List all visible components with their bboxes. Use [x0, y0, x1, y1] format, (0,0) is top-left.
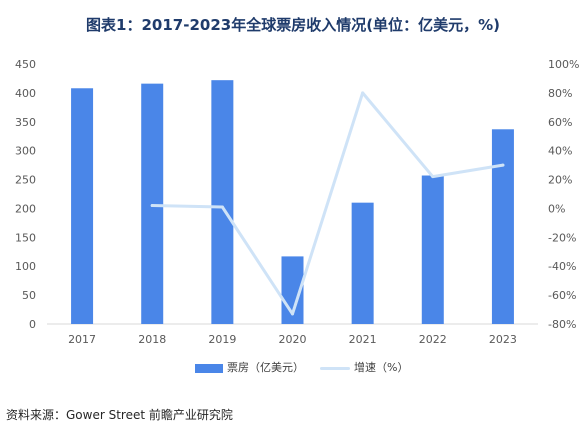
growth-point — [291, 312, 294, 316]
chart-title: 图表1：2017-2023年全球票房收入情况(单位：亿美元，%) — [86, 16, 500, 34]
y-right-tick-label: 80% — [548, 87, 572, 100]
bar — [141, 83, 164, 325]
legend-item-growth: 增速（%） — [320, 359, 408, 375]
legend-label-box-office: 票房（亿美元） — [227, 361, 304, 374]
bar — [491, 129, 514, 324]
y-left-tick-label: 250 — [15, 174, 36, 187]
y-left-tick-label: 400 — [15, 87, 36, 100]
y-right-tick-label: -80% — [548, 318, 576, 331]
y-left-tick-label: 150 — [15, 231, 36, 244]
legend-label-growth: 增速（%） — [354, 361, 409, 374]
growth-line — [150, 91, 505, 316]
legend-swatch-line — [320, 366, 350, 370]
legend-item-box-office: 票房（亿美元） — [195, 359, 304, 375]
y-left-tick-label: 0 — [29, 318, 36, 331]
line-layer — [150, 91, 505, 316]
source-note: 资料来源：Gower Street 前瞻产业研究院 — [6, 408, 233, 422]
y-right-tick-label: -60% — [548, 289, 576, 302]
y-left-tick-label: 450 — [15, 58, 36, 71]
bar-layer — [71, 80, 514, 325]
y-left-tick-label: 100 — [15, 260, 36, 273]
bar — [421, 175, 444, 324]
label-layer: 0 50 100 150 200 250 300 350 400 450 100% 80% 60% 40%… — [15, 58, 579, 346]
y-right-tick-label: 0% — [548, 202, 565, 215]
y-right-tick-label: 20% — [548, 174, 572, 187]
growth-point — [431, 175, 435, 179]
x-tick-label: 2023 — [489, 333, 517, 346]
growth-point — [361, 91, 365, 95]
legend-swatch-bar — [195, 363, 223, 373]
y-left-tick-label: 200 — [15, 202, 36, 215]
x-tick-label: 2021 — [349, 333, 377, 346]
y-right-tick-label: -20% — [548, 231, 576, 244]
y-left-tick-label: 50 — [22, 289, 36, 302]
y-left-tick-label: 300 — [15, 145, 36, 158]
legend: 票房（亿美元） 增速（%） — [0, 359, 586, 379]
y-right-tick-label: 40% — [548, 145, 572, 158]
y-right-tick-label: 100% — [548, 58, 579, 71]
bar — [211, 80, 234, 324]
growth-point — [150, 204, 154, 208]
bar — [71, 88, 94, 325]
x-tick-label: 2019 — [208, 333, 236, 346]
x-tick-label: 2018 — [138, 333, 166, 346]
bar — [351, 202, 374, 324]
growth-point — [501, 163, 505, 167]
growth-point — [220, 205, 224, 209]
x-tick-label: 2020 — [279, 333, 307, 346]
y-right-tick-label: 60% — [548, 116, 572, 129]
x-tick-label: 2017 — [68, 333, 96, 346]
x-tick-label: 2022 — [419, 333, 447, 346]
y-left-tick-label: 350 — [15, 116, 36, 129]
y-right-tick-label: -40% — [548, 260, 576, 273]
